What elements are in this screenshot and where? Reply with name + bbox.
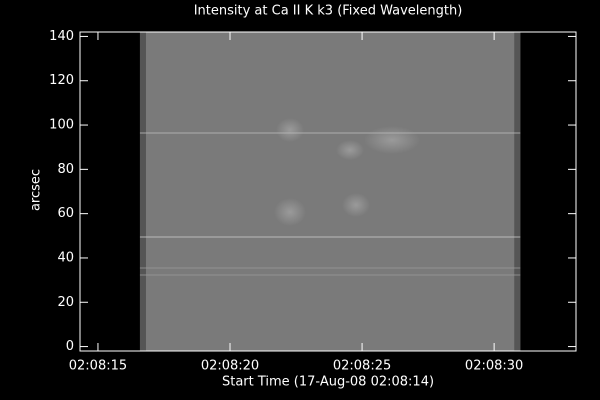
image-feature <box>276 118 304 142</box>
x-tick-label: 02:08:30 <box>465 359 523 374</box>
x-axis-label: Start Time (17-Aug-08 02:08:14) <box>222 375 434 390</box>
image-feature <box>364 126 420 154</box>
image-edge <box>139 32 146 351</box>
axes-box <box>79 31 577 352</box>
y-tick-label: 80 <box>57 162 74 177</box>
y-tick-label: 100 <box>49 118 74 133</box>
y-tick-label: 40 <box>57 250 74 265</box>
chart-title: Intensity at Ca II K k3 (Fixed Wavelengt… <box>194 4 463 19</box>
image-feature <box>274 198 306 226</box>
image-feature <box>336 140 364 160</box>
y-tick-label: 120 <box>49 73 74 88</box>
y-axis-label: arcsec <box>29 169 44 211</box>
image-feature <box>342 193 370 217</box>
image-layer <box>139 32 521 351</box>
image-edge <box>514 32 521 351</box>
y-tick-label: 140 <box>49 29 74 44</box>
y-tick-label: 20 <box>57 295 74 310</box>
x-tick-label: 02:08:25 <box>333 359 391 374</box>
y-tick-label: 0 <box>66 339 74 354</box>
image-data <box>139 32 521 351</box>
y-tick-label: 60 <box>57 206 74 221</box>
x-tick-label: 02:08:20 <box>201 359 259 374</box>
x-tick-label: 02:08:15 <box>69 359 127 374</box>
